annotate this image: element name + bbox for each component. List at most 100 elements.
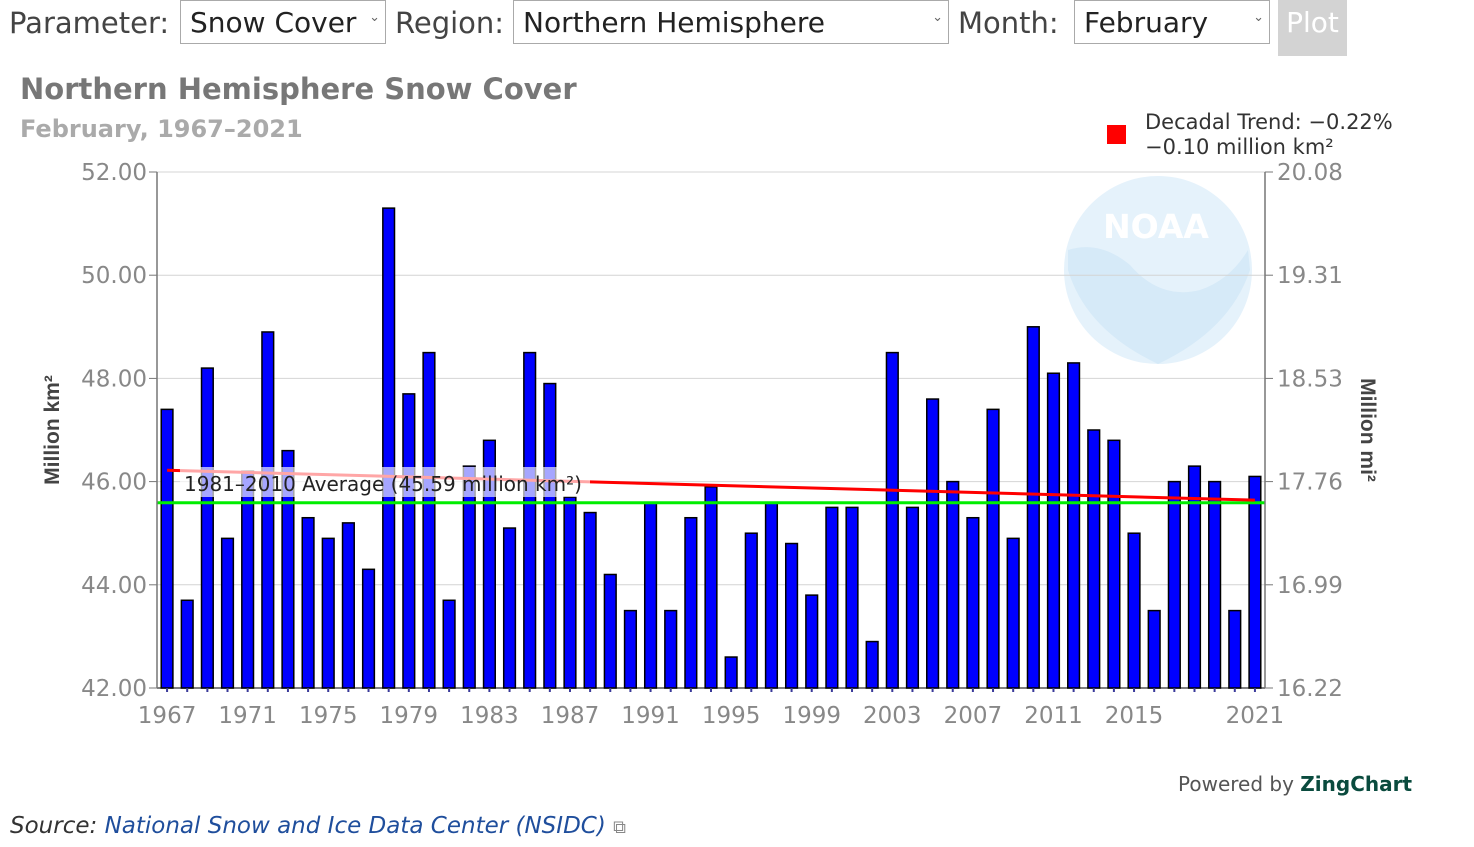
bar (1167, 480, 1181, 689)
chevron-down-icon: ⌄ (1253, 10, 1264, 25)
y-tick-label-right: 16.99 (1277, 573, 1343, 599)
plot-button[interactable]: Plot (1278, 0, 1347, 56)
x-tick-label: 1991 (621, 703, 680, 729)
nsidc-link[interactable]: National Snow and Ice Data Center (NSIDC… (104, 813, 606, 839)
bar (623, 609, 638, 689)
bar (1026, 326, 1040, 689)
x-tick-label: 1987 (541, 703, 600, 729)
y-tick-label-right: 20.08 (1277, 160, 1343, 186)
y-tick-label-right: 17.76 (1277, 470, 1343, 496)
bar (684, 516, 698, 689)
chevron-down-icon: ⌄ (932, 10, 943, 25)
parameter-select-value: Snow Cover (190, 6, 357, 39)
legend-swatch-trend (1107, 125, 1126, 144)
source-line: Source: National Snow and Ice Data Cente… (10, 813, 626, 839)
parameter-select[interactable]: Snow Cover ⌄ (180, 0, 386, 44)
x-tick-label: 2015 (1105, 703, 1164, 729)
month-select-value: February (1084, 6, 1209, 39)
bar (1147, 609, 1161, 689)
legend-line-1: Decadal Trend: −0.22% (1145, 110, 1393, 134)
y-tick-label: 48.00 (81, 366, 147, 392)
bar (462, 465, 476, 689)
bar (341, 522, 355, 689)
y-tick-label-right: 18.53 (1277, 366, 1343, 392)
powered-prefix: Powered by (1178, 772, 1294, 796)
x-tick-label: 1975 (299, 703, 358, 729)
x-tick-label: 1995 (702, 703, 761, 729)
bar (784, 542, 799, 689)
chart-subtitle: February, 1967–2021 (20, 115, 303, 143)
bar (643, 501, 658, 689)
x-tick-label: 2021 (1226, 703, 1285, 729)
y-axis-label-right: Million mi² (1356, 378, 1379, 482)
bar (926, 398, 940, 689)
bar (603, 573, 617, 689)
x-tick-label: 1979 (380, 703, 439, 729)
average-line-label: 1981–2010 Average (45.59 million km²) (184, 472, 582, 496)
bar (563, 496, 577, 689)
x-tick-label: 1971 (218, 703, 277, 729)
noaa-logo-icon: NOAA (1064, 176, 1252, 364)
bar (744, 532, 758, 689)
bar (905, 506, 920, 689)
x-tick-label: 2003 (863, 703, 922, 729)
average-label-background (180, 467, 590, 497)
bar (402, 393, 416, 689)
x-tick-label: 1999 (782, 703, 841, 729)
y-tick-label-right: 19.31 (1277, 263, 1343, 289)
y-tick-label: 50.00 (81, 263, 147, 289)
axes: 42.00 16.22 44.00 16.99 46.00 17.76 48.00 18.53… (81, 160, 1343, 729)
bar (1228, 609, 1242, 689)
x-tick-label: 2007 (944, 703, 1003, 729)
bar (1006, 537, 1020, 689)
bar (865, 640, 879, 689)
x-tick-label: 2011 (1024, 703, 1083, 729)
controls-bar: Parameter: Snow Cover ⌄ Region: Northern… (0, 0, 1474, 58)
bar (825, 506, 839, 689)
snow-cover-chart: NOAA 42.00 16.22 44.00 16.99 46.00 17.76 48.00… (81, 160, 1343, 729)
bar (261, 331, 275, 689)
external-link-icon: ⧉ (613, 817, 626, 838)
powered-by: Powered by ZingChart (1178, 772, 1412, 796)
bar (664, 609, 678, 689)
bar (502, 527, 517, 689)
bar (1248, 475, 1262, 689)
bar (200, 367, 214, 689)
region-label: Region: (395, 6, 505, 40)
bar (966, 516, 980, 689)
bar (885, 351, 899, 689)
y-tick-label: 52.00 (81, 160, 147, 186)
x-tick-label: 1983 (460, 703, 519, 729)
bar (1046, 372, 1061, 689)
bar (543, 382, 557, 689)
legend-text: Decadal Trend: −0.22% −0.10 million km² (1145, 110, 1393, 160)
bar (422, 351, 436, 689)
legend-line-2: −0.10 million km² (1145, 135, 1334, 159)
bar (220, 537, 235, 689)
y-tick-label: 42.00 (81, 676, 147, 702)
bar (160, 408, 174, 689)
bar (382, 207, 396, 689)
bar (986, 408, 1000, 689)
y-tick-label-right: 16.22 (1277, 676, 1343, 702)
bar (1067, 362, 1081, 689)
chart-title: Northern Hemisphere Snow Cover (20, 72, 577, 106)
zingchart-link[interactable]: ZingChart (1300, 772, 1413, 796)
y-tick-label: 44.00 (81, 573, 147, 599)
bar (1127, 532, 1141, 689)
region-select-value: Northern Hemisphere (523, 6, 825, 39)
month-select[interactable]: February ⌄ (1074, 0, 1270, 44)
bar (704, 486, 718, 689)
bar (523, 351, 537, 689)
bar (301, 516, 315, 689)
bar (442, 599, 456, 689)
region-select[interactable]: Northern Hemisphere ⌄ (513, 0, 949, 44)
bar (724, 656, 738, 689)
bar (180, 599, 194, 689)
bar (845, 506, 859, 689)
bar (583, 511, 597, 689)
bar (1087, 429, 1101, 689)
bar (1107, 439, 1121, 689)
bar (361, 568, 376, 689)
x-tick-label: 1967 (138, 703, 197, 729)
